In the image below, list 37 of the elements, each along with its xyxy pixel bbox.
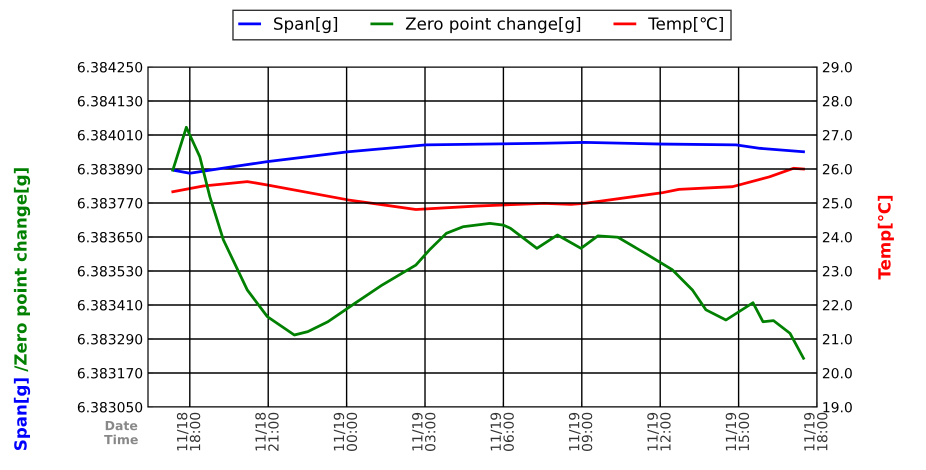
x-tick-label: 11/19 09:00 (568, 412, 592, 451)
y2-tick-label: 27.0 (822, 130, 852, 140)
x-tick-label: 11/19 15:00 (726, 412, 750, 450)
y-tick-label: 6.384250 (78, 62, 142, 72)
y-tick-label: 6.383650 (78, 232, 142, 242)
y2-tick-label: 23.0 (822, 266, 852, 276)
y2-tick-label: 24.0 (822, 232, 852, 242)
legend-label: Span[g] (274, 17, 338, 34)
y-tick-label: 6.383050 (78, 402, 142, 412)
y-tick-label: 6.383530 (78, 266, 142, 276)
x-tick-label: 11/19 06:00 (490, 412, 514, 451)
y2-tick-label: 28.0 (822, 96, 852, 106)
x-axis-title: Date Time (104, 420, 138, 444)
y-tick-label: 6.384130 (78, 96, 142, 106)
y-tick-label: 6.383170 (78, 368, 142, 378)
y-tick-label: 6.383890 (78, 164, 142, 174)
x-tick-label: 11/19 12:00 (647, 412, 671, 450)
y2-tick-label: 26.0 (822, 164, 852, 174)
y2-axis-title: Temp[℃] (878, 196, 894, 280)
y-tick-label: 6.383410 (78, 300, 142, 310)
y-tick-label: 6.384010 (78, 130, 142, 140)
x-tick-label: 11/19 03:00 (412, 412, 436, 451)
x-tick-label: 11/19 00:00 (334, 412, 358, 451)
legend-label: Zero point change[g] (406, 17, 580, 34)
y2-tick-label: 20.0 (822, 368, 852, 378)
y2-tick-label: 19.0 (823, 402, 852, 412)
y2-tick-label: 25.0 (822, 198, 852, 208)
y2-tick-label: 21.0 (822, 334, 852, 344)
y-axis-title: Span[g] /Zero point change[g] (14, 168, 30, 450)
y-tick-label: 6.383770 (78, 198, 142, 208)
x-tick-label: 11/18 21:00 (255, 412, 279, 451)
y-tick-label: 6.383290 (78, 334, 142, 344)
legend-label: Temp[℃] (648, 17, 723, 34)
y2-tick-label: 22.0 (822, 300, 852, 310)
x-tick-label: 11/19 18:00 (804, 412, 828, 450)
x-tick-label: 11/18 18:00 (176, 412, 200, 450)
y2-tick-label: 29.0 (822, 62, 852, 72)
